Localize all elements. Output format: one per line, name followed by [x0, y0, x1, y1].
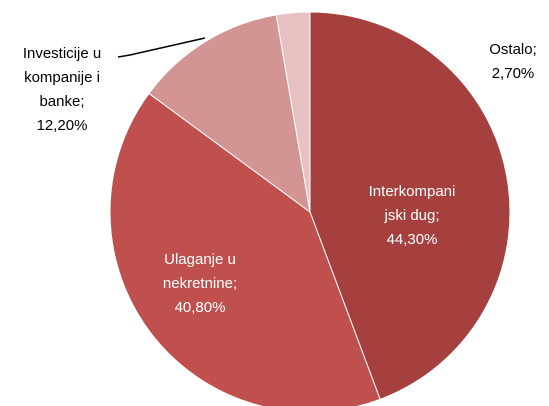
value-label: 44,30% — [386, 231, 438, 248]
value-label: 40,80% — [174, 299, 226, 316]
category-label: Ulaganje u nekretnine; — [162, 251, 238, 292]
value-label: 12,20% — [36, 117, 88, 134]
pie-slice — [109, 92, 381, 406]
data-label: Interkompanijski dug; 44,30% — [367, 180, 457, 252]
data-label: Investicije u kompanije i banke; 12,20% — [6, 42, 118, 138]
pie-slice — [148, 14, 311, 214]
data-label: Ostalo; 2,70% — [478, 38, 548, 86]
leader-line — [117, 37, 206, 58]
value-label: 2,70% — [491, 65, 535, 82]
category-label: Interkompanijski dug; — [368, 183, 456, 224]
category-label: Investicije u kompanije i banke; — [22, 45, 102, 110]
pie-slice — [275, 11, 311, 213]
category-label: Ostalo; — [489, 41, 537, 58]
pie-slice — [309, 11, 511, 400]
data-label: Ulaganje u nekretnine; 40,80% — [145, 248, 255, 320]
